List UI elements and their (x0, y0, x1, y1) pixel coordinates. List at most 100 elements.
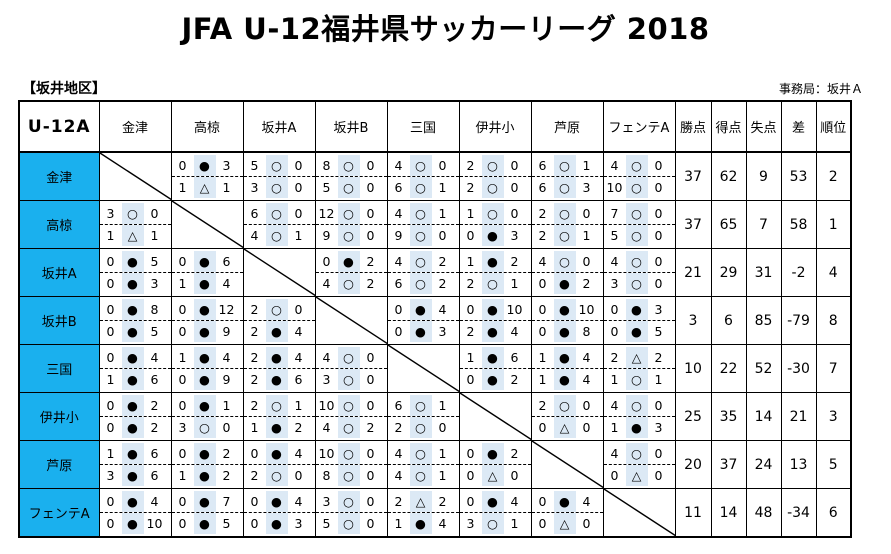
opponent-score: 2 (438, 254, 447, 269)
match-cell: 1 ○ 0 0 ● 3 (459, 200, 532, 249)
opponent-score: 3 (222, 158, 231, 173)
team-score: 1 (178, 350, 187, 365)
opponent-score: 4 (294, 324, 303, 339)
opponent-score: 4 (294, 446, 303, 461)
first-leg-result: 2 ○ 0 (531, 203, 603, 225)
team-score: 1 (106, 446, 115, 461)
opponent-score: 0 (510, 206, 519, 221)
stat-goals-for: 37 (711, 440, 747, 489)
match-cell: 2 △ 2 1 ○ 1 (603, 344, 676, 393)
result-mark: ● (121, 321, 144, 342)
result-mark: ● (193, 465, 216, 486)
opponent-score: 1 (582, 158, 591, 173)
opponent-score: 0 (366, 158, 375, 173)
second-leg-result: 1 ● 2 (244, 417, 315, 438)
opponent-score: 1 (510, 516, 519, 531)
match-cell: 0 ● 5 0 ● 3 (99, 248, 172, 297)
team-score: 0 (106, 302, 115, 317)
opponent-score: 0 (510, 468, 519, 483)
result-mark: ○ (625, 251, 648, 272)
second-leg-result: 4 ○ 2 (316, 273, 387, 294)
stat-points: 37 (675, 152, 712, 201)
team-score: 1 (178, 468, 187, 483)
team-score: 4 (610, 446, 619, 461)
match-cell: 0 ● 4 1 ● 6 (99, 344, 172, 393)
header-row: U-12A 金津 高椋 坂井A 坂井B 三国 伊井小 芦原 フェンテA 勝点 得点 失点差順位 (19, 101, 852, 153)
opponent-score: 2 (510, 446, 519, 461)
match-cell: 10 ○ 0 4 ○ 2 (315, 392, 388, 441)
stat-goals-against: 24 (746, 440, 782, 489)
team-score: 4 (394, 468, 403, 483)
match-cell: 0 ● 4 3 ○ 1 (459, 488, 532, 538)
column-header-team: 高椋 (171, 101, 244, 153)
first-leg-result: 0 ● 2 (99, 395, 171, 417)
result-mark: ○ (409, 177, 432, 198)
result-mark: ● (481, 251, 504, 272)
second-leg-result: 3 ○ 0 (172, 417, 243, 438)
result-mark: ○ (409, 417, 432, 438)
second-leg-result: 8 ○ 0 (316, 465, 387, 486)
opponent-score: 0 (366, 372, 375, 387)
team-score: 4 (322, 276, 331, 291)
second-leg-result: 1 ● 4 (388, 513, 459, 534)
opponent-score: 1 (438, 206, 447, 221)
team-score: 0 (178, 516, 187, 531)
result-mark: ○ (625, 443, 648, 464)
result-mark: ○ (625, 177, 648, 198)
opponent-score: 6 (294, 372, 303, 387)
result-mark: ● (481, 491, 504, 512)
result-mark: ○ (265, 395, 288, 416)
second-leg-result: 0 △ 0 (460, 465, 531, 486)
opponent-score: 6 (150, 372, 159, 387)
opponent-score: 2 (150, 420, 159, 435)
team-score: 6 (394, 180, 403, 195)
result-mark: ● (265, 347, 288, 368)
opponent-score: 2 (510, 254, 519, 269)
stat-points: 21 (675, 248, 712, 297)
result-mark: ○ (409, 225, 432, 246)
match-cell: 2 △ 2 1 ● 4 (387, 488, 460, 538)
opponent-score: 2 (294, 420, 303, 435)
team-score: 1 (178, 180, 187, 195)
team-score: 0 (106, 350, 115, 365)
team-score: 0 (538, 324, 547, 339)
team-score: 0 (106, 254, 115, 269)
first-leg-result: 3 ○ 0 (315, 491, 387, 513)
team-score: 1 (394, 516, 403, 531)
first-leg-result: 5 ○ 0 (243, 155, 315, 177)
table-row: 伊井小 0 ● 2 0 ● 2 0 ● 1 3 ○ 0 2 ○ 1 1 ● 2 10 ○ 0 4 ○ 2 6 ○ 1 2 ○ 0 2 ○ 0 0 △ 0… (19, 392, 852, 441)
opponent-score: 0 (294, 206, 303, 221)
opponent-score: 0 (654, 180, 663, 195)
team-score: 1 (466, 206, 475, 221)
team-score: 2 (250, 302, 259, 317)
stat-goals-for: 14 (711, 488, 747, 538)
match-cell: 0 ● 4 0 ● 3 (243, 488, 316, 538)
first-leg-result: 0 ● 2 (315, 251, 387, 273)
team-score: 1 (106, 228, 115, 243)
first-leg-result: 0 ● 12 (171, 299, 243, 321)
result-mark: △ (625, 465, 648, 486)
match-cell: 6 ○ 0 4 ○ 1 (243, 200, 316, 249)
team-score: 2 (394, 494, 403, 509)
opponent-score: 6 (510, 350, 519, 365)
result-mark: ○ (553, 251, 576, 272)
stat-rank: 1 (816, 200, 852, 249)
stat-goal-difference: 13 (781, 440, 817, 489)
team-score: 1 (610, 372, 619, 387)
second-leg-result: 3 ○ 1 (460, 513, 531, 534)
result-mark: ○ (337, 177, 360, 198)
result-mark: ○ (409, 465, 432, 486)
team-score: 6 (250, 206, 259, 221)
result-mark: ● (265, 491, 288, 512)
second-leg-result: 0 ● 5 (172, 513, 243, 534)
opponent-score: 0 (582, 206, 591, 221)
opponent-score: 0 (366, 206, 375, 221)
team-score: 0 (466, 372, 475, 387)
opponent-score: 0 (366, 180, 375, 195)
result-mark: ● (481, 225, 504, 246)
result-mark: ● (553, 347, 576, 368)
stat-goals-for: 35 (711, 392, 747, 441)
second-leg-result: 0 ● 3 (388, 321, 459, 342)
opponent-score: 1 (222, 398, 231, 413)
result-mark: △ (553, 513, 576, 534)
